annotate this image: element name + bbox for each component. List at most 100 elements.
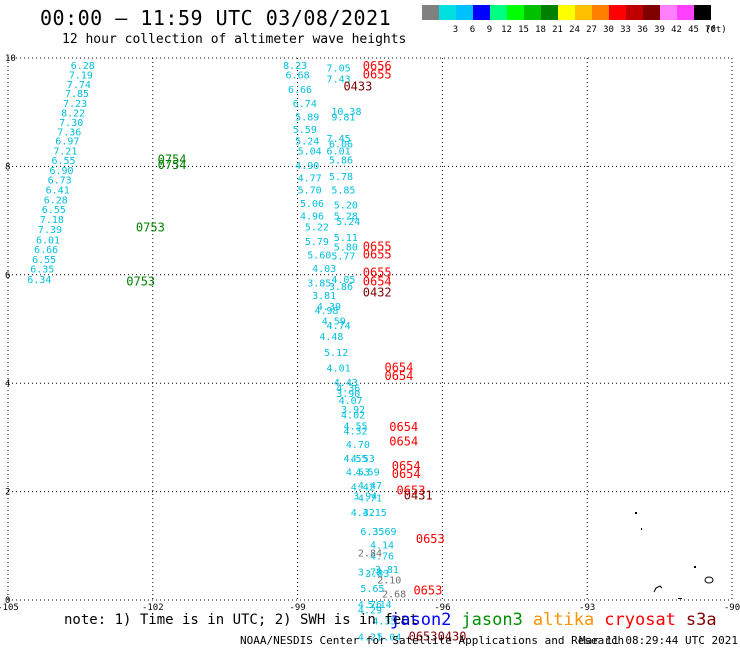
wave-height-point: 6.74 — [293, 99, 317, 110]
time-label: 0655 — [363, 265, 392, 279]
wave-height-point: 3.81 — [375, 565, 399, 576]
time-label: 0753 — [136, 220, 165, 234]
y-tick-label: 0 — [5, 596, 10, 606]
time-label: 0754 — [158, 153, 187, 167]
time-label: 0432 — [363, 285, 392, 299]
wave-height-point: 4.36 — [336, 383, 360, 394]
wave-height-point: 5.24 — [336, 217, 360, 228]
scale-label: 12 — [501, 25, 512, 35]
wave-height-point: 6.34 — [27, 275, 51, 286]
scale-label: 3 — [453, 25, 458, 35]
wave-height-point: 3.81 — [312, 291, 336, 302]
scale-label: 15 — [518, 25, 529, 35]
time-label: 0433 — [343, 80, 372, 94]
wave-height-point: 4.07 — [339, 396, 363, 407]
x-tick-label: -102 — [142, 603, 164, 613]
wave-height-point: 7.05 — [327, 64, 351, 75]
wave-height-point: 7.85 — [65, 89, 89, 100]
time-label: 0654 — [384, 360, 413, 374]
wave-height-point: 4.43 — [334, 378, 358, 389]
wave-height-point: 4.53 — [351, 454, 375, 465]
coastline-dot — [641, 528, 642, 530]
time-label: 0654 — [389, 435, 418, 449]
wave-height-point: 7.36 — [57, 128, 81, 139]
legend-entry: s3a — [685, 610, 717, 630]
wave-height-point: 6.55 — [32, 255, 56, 266]
wave-height-point: 4.98 — [314, 306, 338, 317]
scale-label: 24 — [569, 25, 580, 35]
scale-swatch — [609, 5, 626, 20]
scale-swatch — [524, 5, 541, 20]
wave-height-point: 4.32 — [351, 508, 375, 519]
wave-height-point: 6.35 — [30, 265, 54, 276]
wave-height-point: 4.14 — [370, 541, 394, 552]
time-label: 0654 — [363, 275, 392, 289]
wave-height-point: 5.22 — [305, 222, 329, 233]
wave-height-point: 7.39 — [38, 225, 62, 236]
time-label: 0653 — [416, 532, 445, 546]
wave-height-point: 4.39 — [317, 302, 341, 313]
scale-label: 30 — [603, 25, 614, 35]
wave-height-point: 4.59 — [322, 317, 346, 328]
scale-swatch — [558, 5, 575, 20]
y-tick-label: 2 — [5, 488, 10, 498]
legend-entry: altika — [532, 610, 595, 630]
wave-height-point: 3.83 — [365, 569, 389, 580]
wave-height-point: 4.35 — [372, 616, 396, 627]
wave-height-point: 3.85 — [307, 279, 331, 290]
time-label: 0430 — [438, 630, 467, 644]
scale-swatch — [643, 5, 660, 20]
legend-entry: jason3 — [461, 610, 523, 630]
wave-height-point: 7.21 — [53, 146, 77, 157]
y-tick-label: 10 — [5, 54, 16, 64]
wave-height-point: 4.76 — [358, 600, 382, 611]
wave-height-point: 5.06 — [300, 199, 324, 210]
wave-height-point: 7.19 — [69, 71, 93, 82]
time-label: 0753 — [126, 275, 155, 289]
wave-height-point: 4.55 — [343, 421, 367, 432]
scale-swatch — [592, 5, 609, 20]
time-label: 0431 — [404, 489, 433, 503]
time-label: 0754 — [158, 158, 187, 172]
wave-height-point: 6.90 — [50, 166, 74, 177]
wave-height-point: 4.55 — [343, 454, 367, 465]
x-tick-label: -99 — [289, 603, 305, 613]
wave-height-point: 7.45 — [327, 134, 351, 145]
scale-swatch — [626, 5, 643, 20]
scale-swatch — [473, 5, 490, 20]
wave-height-point: 4.05 — [331, 275, 355, 286]
color-scale: 3 6 9 12 15 18 21 24 27 30 33 36 39 42 45 70 (ft) — [420, 5, 730, 37]
coastline-dot — [694, 566, 696, 568]
credit-line: NOAA/NESDIS Center for Satellite Applica… — [240, 634, 625, 647]
page-title: 00:00 — 11:59 UTC 03/08/2021 — [40, 6, 392, 30]
scale-label: 33 — [620, 25, 631, 35]
wave-height-point: 5.78 — [329, 172, 353, 183]
wave-height-point: 4.15 — [363, 508, 387, 519]
legend-entry: cryosat — [604, 610, 676, 630]
wave-height-point: 4.48 — [319, 332, 343, 343]
wave-height-point: 4.71 — [358, 493, 382, 504]
footnote: note: 1) Time is in UTC; 2) SWH is in fe… — [64, 612, 419, 628]
legend-entry: jason2 — [390, 610, 452, 630]
wave-height-point: 3.94 — [353, 492, 377, 503]
time-label: 0654 — [389, 420, 418, 434]
coastline — [635, 512, 714, 599]
scale-swatch — [694, 5, 711, 20]
scale-swatch — [422, 5, 439, 20]
scale-label: 42 — [671, 25, 682, 35]
wave-height-point: 7.18 — [40, 215, 64, 226]
wave-height-point: 2.68 — [382, 589, 406, 600]
wave-height-point: 4.21 — [358, 633, 382, 644]
time-label: 0653 — [409, 630, 438, 644]
wave-height-point: 4.32 — [343, 427, 367, 438]
wave-height-point: 5.60 — [307, 251, 331, 262]
wave-height-point: 3.78 — [358, 568, 382, 579]
scale-label: 36 — [637, 25, 648, 35]
wave-height-point: 6.66 — [288, 85, 312, 96]
wave-height-point: 5.70 — [298, 186, 322, 197]
wave-height-point: 4.02 — [341, 410, 365, 421]
wave-height-point: 6.97 — [55, 137, 79, 148]
wave-height-point: 5.28 — [334, 212, 358, 223]
time-label: 0654 — [384, 369, 413, 383]
scale-swatch — [677, 5, 694, 20]
